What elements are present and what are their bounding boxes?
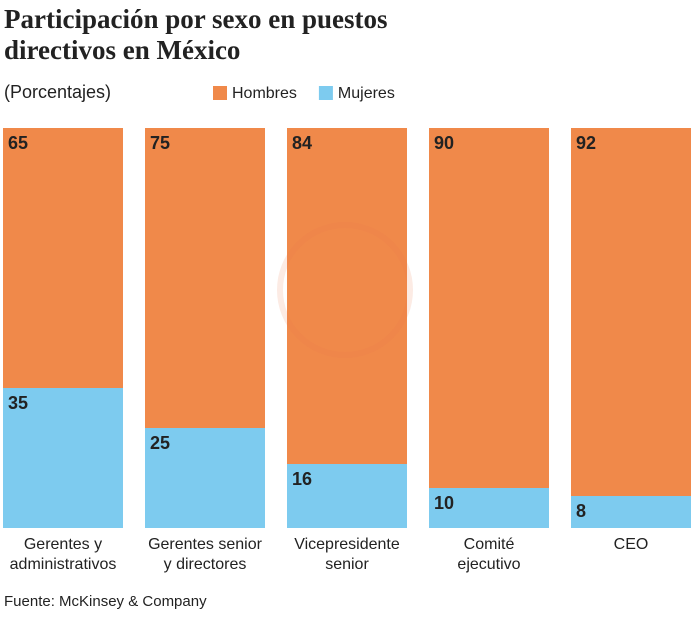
legend-label: Mujeres bbox=[338, 85, 395, 102]
x-tick-label: administrativos bbox=[10, 556, 117, 573]
legend-swatch bbox=[213, 86, 227, 100]
bar-segment bbox=[571, 128, 691, 496]
x-tick-label: Gerentes senior bbox=[148, 536, 263, 553]
value-label: 65 bbox=[8, 133, 28, 153]
value-label: 92 bbox=[576, 133, 596, 153]
value-label: 35 bbox=[8, 393, 28, 413]
bar-segment bbox=[571, 496, 691, 528]
bar-segment bbox=[3, 128, 123, 388]
value-label: 84 bbox=[292, 133, 312, 153]
value-label: 16 bbox=[292, 469, 312, 489]
legend-label: Hombres bbox=[232, 85, 297, 102]
x-tick-label: senior bbox=[325, 556, 369, 573]
x-tick-label: Comité bbox=[464, 536, 515, 553]
value-label: 75 bbox=[150, 133, 170, 153]
x-tick-label: y directores bbox=[164, 556, 247, 573]
legend-swatch bbox=[318, 86, 333, 100]
x-tick-label: Gerentes y bbox=[24, 536, 102, 553]
value-label: 90 bbox=[434, 133, 454, 153]
value-label: 8 bbox=[576, 501, 586, 521]
x-tick-label: ejecutivo bbox=[457, 556, 520, 573]
bar-segment bbox=[287, 128, 407, 464]
chart-title: Participación por sexo en puestos direct… bbox=[4, 4, 388, 65]
value-label: 10 bbox=[434, 493, 454, 513]
subtitle: (Porcentajes) bbox=[4, 82, 111, 102]
value-label: 25 bbox=[150, 433, 170, 453]
x-tick-label: Vicepresidente bbox=[294, 536, 400, 553]
bar-segment bbox=[287, 464, 407, 528]
bar-segment bbox=[429, 488, 549, 528]
watermark bbox=[277, 222, 413, 358]
bar-segment bbox=[429, 128, 549, 488]
bar-segment bbox=[145, 428, 265, 528]
bar-segment bbox=[3, 388, 123, 528]
x-tick-label: CEO bbox=[614, 536, 649, 553]
bar-segment bbox=[145, 128, 265, 428]
source: Fuente: McKinsey & Company bbox=[4, 593, 207, 610]
